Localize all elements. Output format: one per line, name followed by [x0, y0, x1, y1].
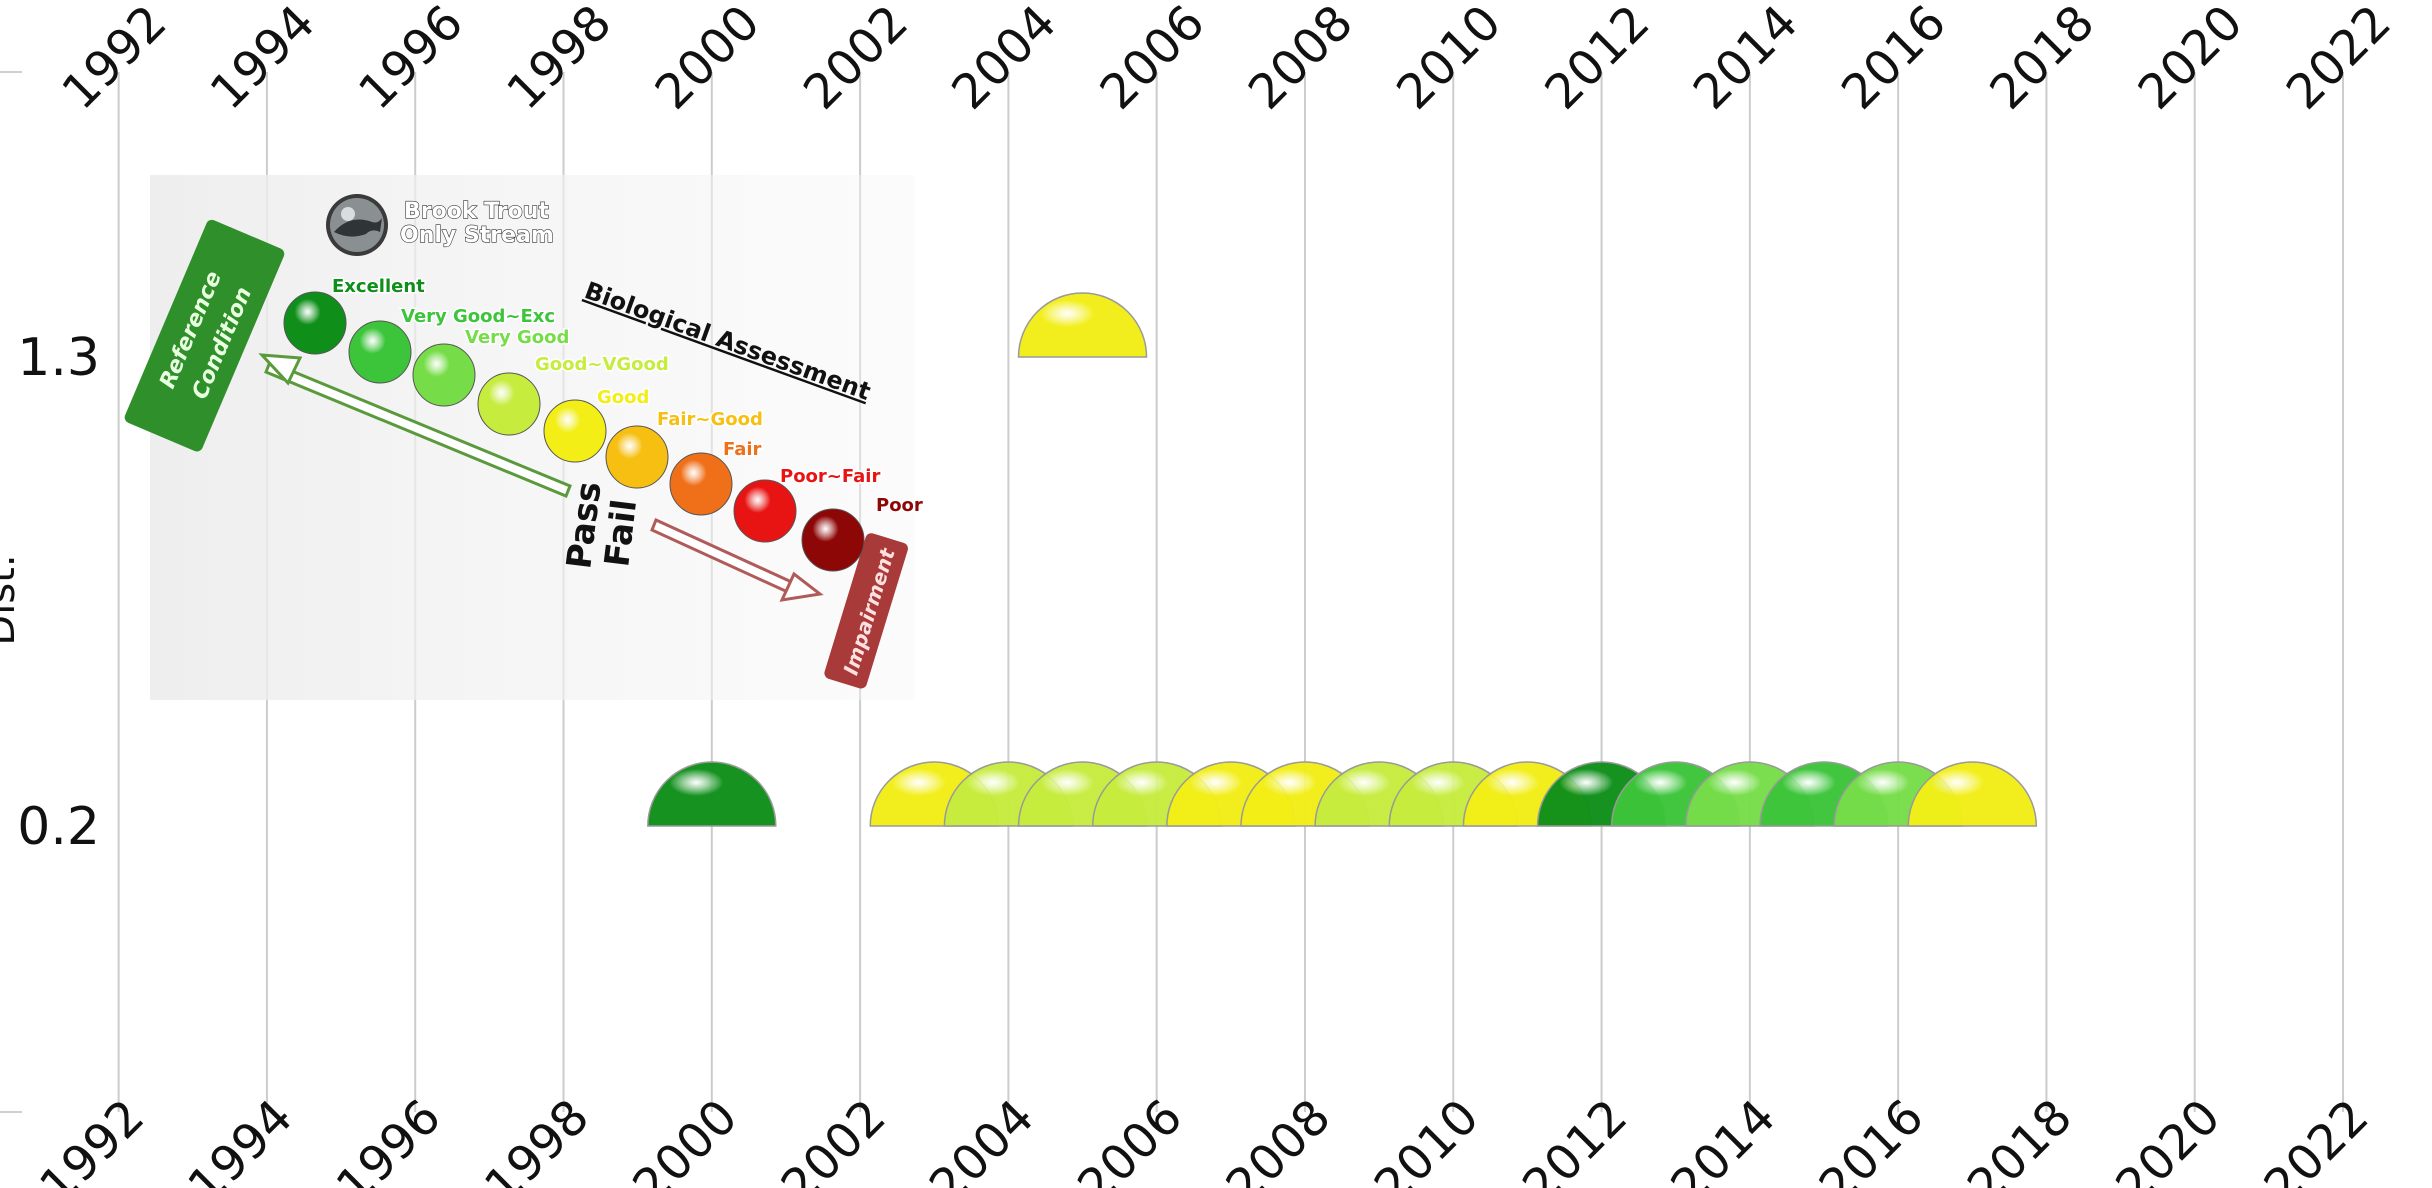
legend-ball [606, 426, 668, 488]
bottom-tick-label: 2000 [622, 1089, 748, 1188]
y-tick-labels: 1.3 0.2 [17, 328, 100, 857]
bottom-tick-label: 2022 [2254, 1089, 2380, 1188]
top-tick-label: 1996 [348, 0, 474, 120]
fail-label: Fail [597, 497, 645, 569]
top-tick-label: 1994 [200, 0, 326, 120]
top-tick-label: 2016 [1831, 0, 1957, 120]
top-tick-label: 2008 [1238, 0, 1364, 120]
top-tick-label: 2020 [2128, 0, 2254, 120]
data-point [1019, 293, 1147, 357]
top-tick-label: 2014 [1683, 0, 1809, 120]
bottom-tick-label: 2010 [1364, 1089, 1490, 1188]
top-tick-label: 2022 [2276, 0, 2402, 120]
bottom-tick-label: 2002 [771, 1089, 897, 1188]
legend: Brook Trout Only Stream Biological Asses… [123, 175, 923, 700]
trout-icon [326, 194, 388, 256]
top-tick-label: 2002 [793, 0, 919, 120]
y-tick-label: 1.3 [17, 328, 100, 388]
data-point [648, 762, 776, 826]
legend-rating-label: Very Good~Exc [401, 306, 555, 327]
y-axis-label: Dist. [0, 554, 24, 645]
legend-rating-label: Good~VGood [535, 354, 669, 375]
bottom-tick-label: 2020 [2105, 1089, 2231, 1188]
legend-ball [413, 344, 475, 406]
top-tick-label: 2006 [1090, 0, 1216, 120]
legend-ball [349, 321, 411, 383]
legend-rating-label: Fair [723, 439, 762, 460]
legend-rating-label: Poor~Fair [780, 466, 880, 487]
bottom-tick-label: 2004 [919, 1089, 1045, 1188]
bottom-tick-label: 2018 [1957, 1089, 2083, 1188]
legend-ball [544, 400, 606, 462]
bottom-tick-label: 2014 [1660, 1089, 1786, 1188]
legend-rating-label: Poor [876, 495, 923, 516]
legend-rating-label: Very Good [465, 327, 569, 348]
legend-ball [734, 480, 796, 542]
top-tick-label: 2000 [645, 0, 771, 120]
legend-rating-label: Good [597, 387, 649, 408]
legend-ball [802, 509, 864, 571]
bottom-tick-label: 1998 [474, 1089, 600, 1188]
legend-rating-label: Excellent [332, 276, 425, 297]
legend-ball [284, 292, 346, 354]
top-tick-label: 2010 [1386, 0, 1512, 120]
bottom-tick-label: 2012 [1512, 1089, 1638, 1188]
bottom-tick-label: 1994 [177, 1089, 303, 1188]
stream-note-line1: Brook Trout [404, 199, 549, 224]
legend-rating-label: Fair~Good [657, 409, 763, 430]
bottom-tick-label: 1996 [326, 1089, 452, 1188]
top-tick-label: 2004 [941, 0, 1067, 120]
legend-ball [478, 373, 540, 435]
bottom-tick-label: 2006 [1067, 1089, 1193, 1188]
top-tick-label: 1998 [496, 0, 622, 120]
bottom-tick-label: 2016 [1809, 1089, 1935, 1188]
top-tick-label: 2012 [1534, 0, 1660, 120]
top-tick-label: 1992 [52, 0, 178, 120]
top-tick-label: 2018 [1979, 0, 2105, 120]
bottom-tick-label: 1992 [29, 1089, 155, 1188]
top-tick-labels: 1992 1994 1996 1998 2000 2002 2004 2006 2008 2010… [52, 0, 2402, 120]
stream-note-line2: Only Stream [400, 223, 554, 248]
bottom-tick-label: 2008 [1215, 1089, 1341, 1188]
y-tick-label: 0.2 [17, 797, 100, 857]
legend-ball [670, 453, 732, 515]
bottom-tick-labels: 1992 1994 1996 1998 2000 2002 2004 2006 2008 2010… [29, 1089, 2379, 1188]
